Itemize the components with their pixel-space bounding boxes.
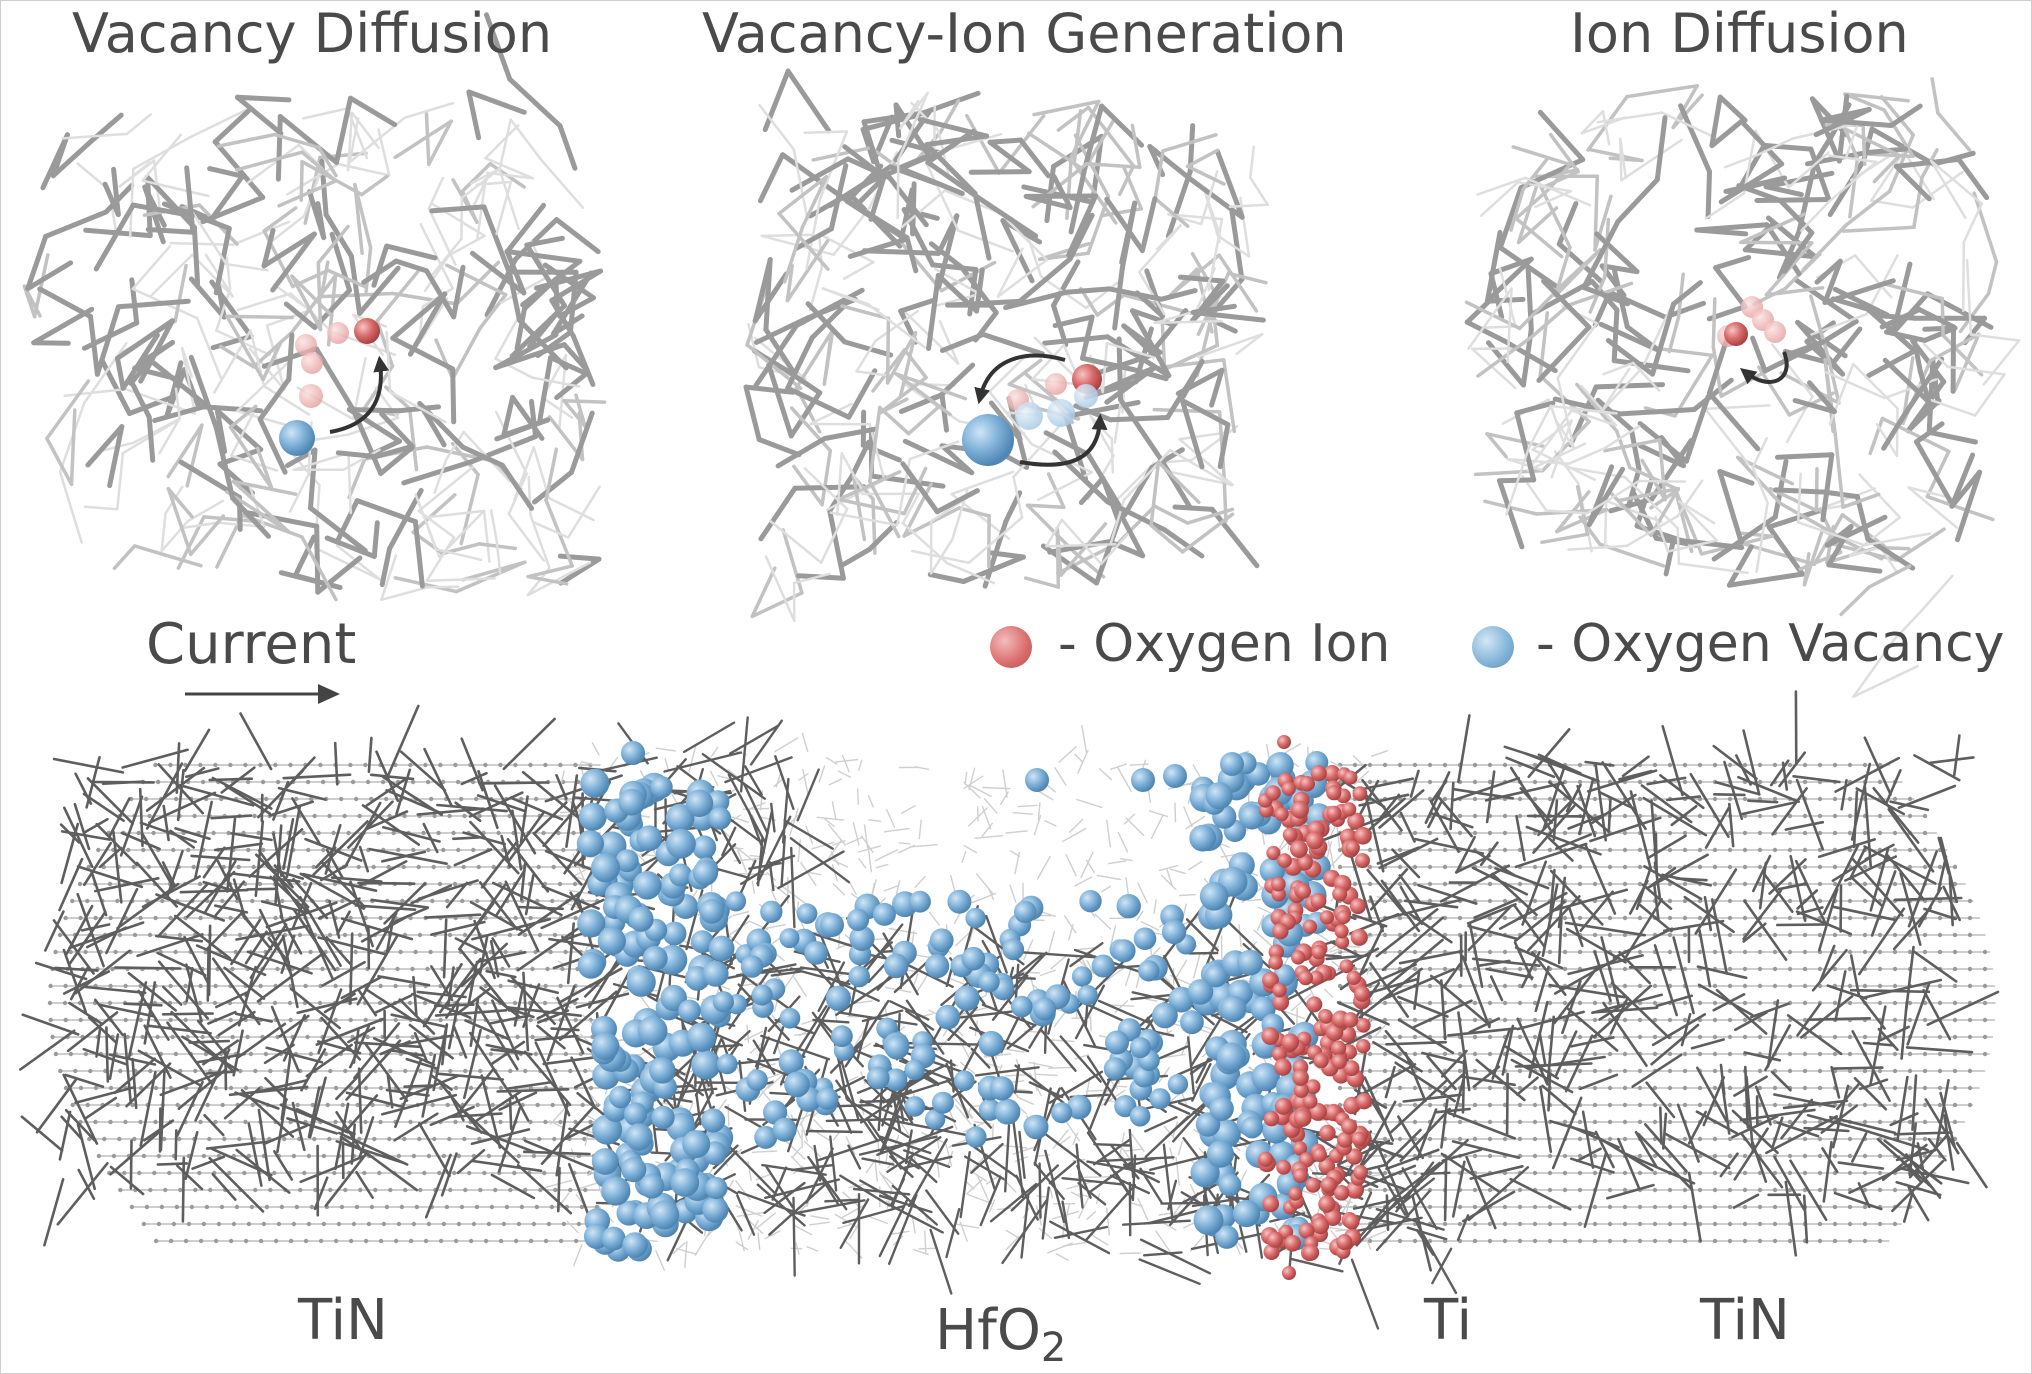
- vacancy-diffusion-atoms: [279, 318, 390, 456]
- vacancy-diffusion-lattice: [22, 12, 607, 602]
- oxygen-vacancy-cluster: [576, 741, 1333, 1262]
- title-ion-diffusion: Ion Diffusion: [1570, 2, 1909, 65]
- hfo2-subscript: 2: [1040, 1325, 1067, 1372]
- current-arrow: [185, 684, 340, 704]
- material-label-tin-right: TiN: [1700, 1288, 1790, 1353]
- oxygen-ion-legend-dot: [990, 626, 1032, 668]
- oxygen-vacancy-legend-dot: [1472, 626, 1514, 668]
- material-label-hfo2: HfO2: [935, 1298, 1066, 1371]
- vacancy-ion-generation-lattice: [743, 68, 1270, 623]
- oxygen-ion-cluster: [1257, 735, 1373, 1280]
- title-vacancy-ion-generation: Vacancy-Ion Generation: [702, 2, 1347, 65]
- device-lattice: [18, 690, 2000, 1330]
- title-vacancy-diffusion: Vacancy Diffusion: [72, 2, 553, 65]
- current-label: Current: [146, 612, 357, 677]
- material-label-ti: Ti: [1424, 1288, 1473, 1353]
- oxygen-vacancy-legend-label: - Oxygen Vacancy: [1536, 614, 2005, 674]
- oxygen-ion-legend-label: - Oxygen Ion: [1058, 614, 1391, 674]
- material-label-tin-left: TiN: [298, 1288, 388, 1353]
- ion-diffusion-atoms: [1717, 296, 1789, 385]
- ion-diffusion-lattice: [1464, 77, 2021, 699]
- hfo2-base: HfO: [935, 1298, 1041, 1363]
- vacancy-ion-generation-atoms: [962, 353, 1108, 467]
